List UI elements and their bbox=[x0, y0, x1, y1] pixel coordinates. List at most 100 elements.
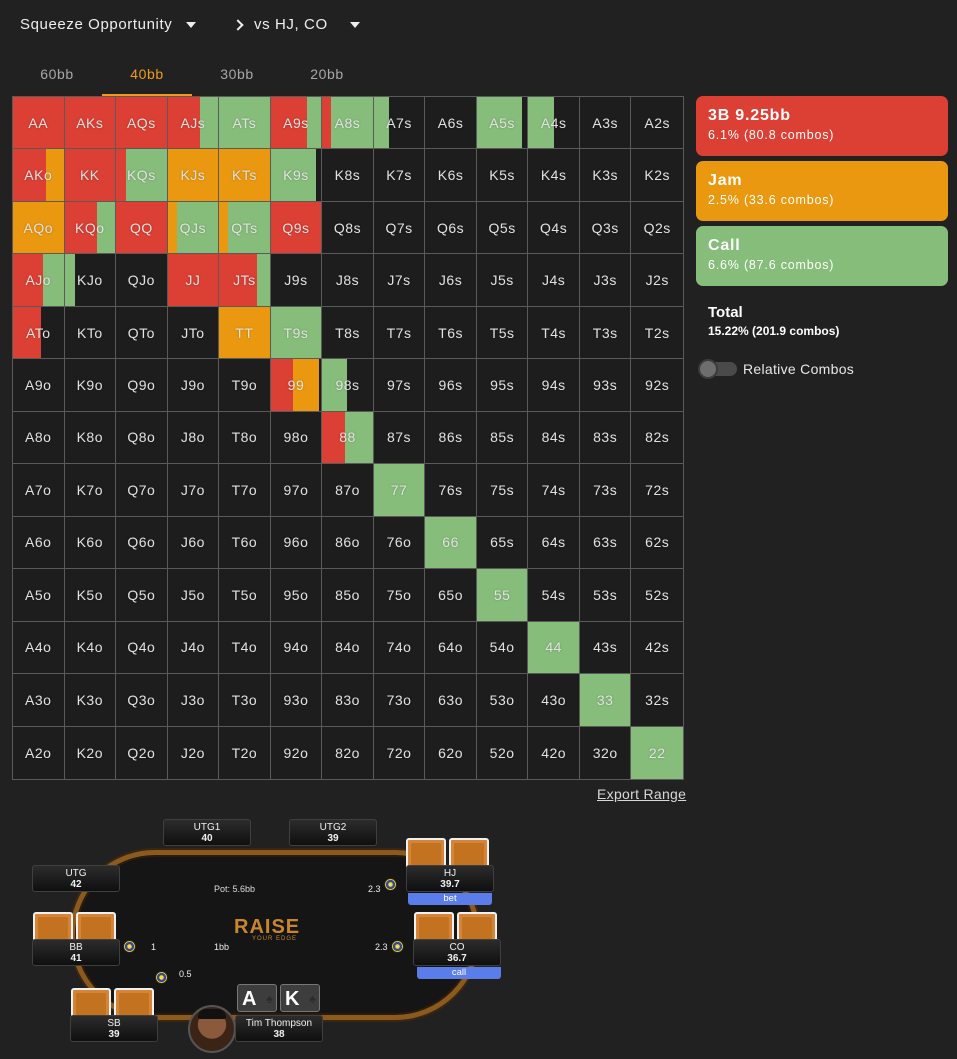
hand-cell-54o[interactable]: 54o bbox=[476, 621, 529, 675]
seat-bb[interactable]: BB 41 bbox=[32, 939, 120, 966]
hand-cell-QJo[interactable]: QJo bbox=[116, 254, 168, 307]
hand-cell-J3s[interactable]: J3s bbox=[579, 254, 632, 307]
hand-cell-22[interactable]: 22 bbox=[631, 726, 683, 779]
hand-cell-AA[interactable]: AA bbox=[13, 97, 65, 150]
hand-cell-K7s[interactable]: K7s bbox=[373, 149, 426, 202]
hand-cell-A2s[interactable]: A2s bbox=[631, 97, 683, 150]
hand-cell-74o[interactable]: 74o bbox=[373, 621, 426, 675]
hand-cell-54s[interactable]: 54s bbox=[528, 569, 580, 622]
toggle-knob[interactable] bbox=[698, 359, 718, 379]
hand-cell-64o[interactable]: 64o bbox=[425, 621, 477, 675]
hand-cell-A9o[interactable]: A9o bbox=[13, 359, 65, 412]
hand-cell-97s[interactable]: 97s bbox=[373, 359, 426, 412]
hand-cell-K5s[interactable]: K5s bbox=[476, 149, 529, 202]
hand-cell-T7o[interactable]: T7o bbox=[219, 464, 271, 517]
hand-cell-Q9s[interactable]: Q9s bbox=[270, 201, 323, 255]
hand-cell-T7s[interactable]: T7s bbox=[373, 306, 426, 360]
hand-cell-73s[interactable]: 73s bbox=[579, 464, 632, 517]
hand-cell-92o[interactable]: 92o bbox=[271, 726, 323, 779]
hand-cell-K8s[interactable]: K8s bbox=[322, 149, 374, 202]
hand-cell-52s[interactable]: 52s bbox=[631, 569, 683, 622]
hand-cell-94o[interactable]: 94o bbox=[270, 621, 323, 675]
legend-raise[interactable]: 3B 9.25bb 6.1% (80.8 combos) bbox=[696, 96, 948, 156]
hand-cell-32o[interactable]: 32o bbox=[580, 726, 632, 779]
hand-cell-Q3s[interactable]: Q3s bbox=[579, 201, 632, 255]
seat-hero[interactable]: Tim Thompson 38 bbox=[235, 1015, 323, 1042]
hand-cell-63o[interactable]: 63o bbox=[425, 674, 477, 727]
hand-cell-QTo[interactable]: QTo bbox=[116, 306, 168, 360]
hand-cell-ATo[interactable]: ATo bbox=[13, 306, 65, 360]
hand-cell-J6s[interactable]: J6s bbox=[425, 254, 477, 307]
hand-cell-Q3o[interactable]: Q3o bbox=[116, 674, 168, 727]
hand-cell-A6o[interactable]: A6o bbox=[13, 516, 65, 570]
hand-cell-74s[interactable]: 74s bbox=[528, 464, 580, 517]
hand-cell-66[interactable]: 66 bbox=[425, 516, 477, 570]
hand-cell-AKs[interactable]: AKs bbox=[64, 97, 117, 150]
hand-cell-ATs[interactable]: ATs bbox=[219, 97, 271, 150]
hand-cell-J6o[interactable]: J6o bbox=[167, 516, 220, 570]
hand-cell-J3o[interactable]: J3o bbox=[167, 674, 220, 727]
hand-cell-83o[interactable]: 83o bbox=[322, 674, 374, 727]
hand-cell-86o[interactable]: 86o bbox=[322, 516, 374, 570]
hand-cell-A3o[interactable]: A3o bbox=[13, 674, 65, 727]
toggle-track[interactable] bbox=[698, 359, 737, 379]
hand-cell-A8o[interactable]: A8o bbox=[13, 411, 65, 465]
hand-cell-99[interactable]: 99 bbox=[270, 359, 323, 412]
hand-cell-K6s[interactable]: K6s bbox=[425, 149, 477, 202]
hand-cell-44[interactable]: 44 bbox=[528, 621, 580, 675]
hand-cell-KTo[interactable]: KTo bbox=[64, 306, 117, 360]
seat-co[interactable]: CO 36.7 bbox=[413, 939, 501, 966]
hand-cell-53o[interactable]: 53o bbox=[476, 674, 529, 727]
hand-cell-J7o[interactable]: J7o bbox=[167, 464, 220, 517]
hand-cell-Q4s[interactable]: Q4s bbox=[528, 201, 580, 255]
hand-cell-75s[interactable]: 75s bbox=[476, 464, 529, 517]
hand-cell-AKo[interactable]: AKo bbox=[13, 149, 65, 202]
tab-40bb[interactable]: 40bb bbox=[102, 52, 192, 96]
hand-cell-T5o[interactable]: T5o bbox=[219, 569, 271, 622]
seat-utg2[interactable]: UTG2 39 bbox=[289, 819, 377, 846]
hand-cell-J5o[interactable]: J5o bbox=[167, 569, 220, 622]
legend-jam[interactable]: Jam 2.5% (33.6 combos) bbox=[696, 161, 948, 221]
hand-cell-AQs[interactable]: AQs bbox=[116, 97, 168, 150]
hand-cell-63s[interactable]: 63s bbox=[579, 516, 632, 570]
hand-cell-J9o[interactable]: J9o bbox=[167, 359, 220, 412]
hand-cell-K3o[interactable]: K3o bbox=[64, 674, 117, 727]
hand-cell-A7o[interactable]: A7o bbox=[13, 464, 65, 517]
hand-cell-A4o[interactable]: A4o bbox=[13, 621, 65, 675]
hand-cell-Q7o[interactable]: Q7o bbox=[116, 464, 168, 517]
hand-cell-T5s[interactable]: T5s bbox=[476, 306, 529, 360]
hand-cell-KQo[interactable]: KQo bbox=[64, 201, 117, 255]
hand-cell-J4s[interactable]: J4s bbox=[528, 254, 580, 307]
hand-cell-A8s[interactable]: A8s bbox=[322, 97, 374, 150]
tab-20bb[interactable]: 20bb bbox=[310, 66, 344, 82]
hand-cell-AJs[interactable]: AJs bbox=[167, 97, 220, 150]
opponent-dropdown[interactable]: vs HJ, CO bbox=[232, 16, 360, 33]
hand-cell-97o[interactable]: 97o bbox=[270, 464, 323, 517]
hand-cell-64s[interactable]: 64s bbox=[528, 516, 580, 570]
hand-cell-J8s[interactable]: J8s bbox=[322, 254, 374, 307]
hand-cell-T2s[interactable]: T2s bbox=[631, 307, 683, 360]
hand-cell-87s[interactable]: 87s bbox=[373, 411, 426, 465]
hand-cell-72s[interactable]: 72s bbox=[631, 464, 683, 517]
hand-cell-98s[interactable]: 98s bbox=[322, 359, 374, 412]
hand-cell-K3s[interactable]: K3s bbox=[579, 149, 632, 202]
hand-cell-K2o[interactable]: K2o bbox=[65, 726, 117, 779]
hand-cell-92s[interactable]: 92s bbox=[631, 359, 683, 412]
hand-cell-K6o[interactable]: K6o bbox=[64, 516, 117, 570]
hand-cell-76o[interactable]: 76o bbox=[373, 516, 426, 570]
hand-cell-J2o[interactable]: J2o bbox=[168, 726, 220, 779]
hand-cell-A5o[interactable]: A5o bbox=[13, 569, 65, 622]
hand-cell-82o[interactable]: 82o bbox=[322, 726, 374, 779]
hand-cell-62o[interactable]: 62o bbox=[425, 726, 477, 779]
hand-cell-75o[interactable]: 75o bbox=[373, 569, 426, 622]
hand-cell-76s[interactable]: 76s bbox=[425, 464, 477, 517]
hand-cell-A9s[interactable]: A9s bbox=[270, 97, 323, 150]
hand-cell-A3s[interactable]: A3s bbox=[579, 97, 632, 150]
hand-cell-JJ[interactable]: JJ bbox=[167, 254, 220, 307]
hand-cell-T3s[interactable]: T3s bbox=[579, 306, 632, 360]
hand-cell-98o[interactable]: 98o bbox=[270, 411, 323, 465]
hand-cell-JTs[interactable]: JTs bbox=[219, 254, 271, 307]
hand-cell-J4o[interactable]: J4o bbox=[167, 621, 220, 675]
hand-cell-88[interactable]: 88 bbox=[322, 411, 374, 465]
hand-cell-53s[interactable]: 53s bbox=[579, 569, 632, 622]
